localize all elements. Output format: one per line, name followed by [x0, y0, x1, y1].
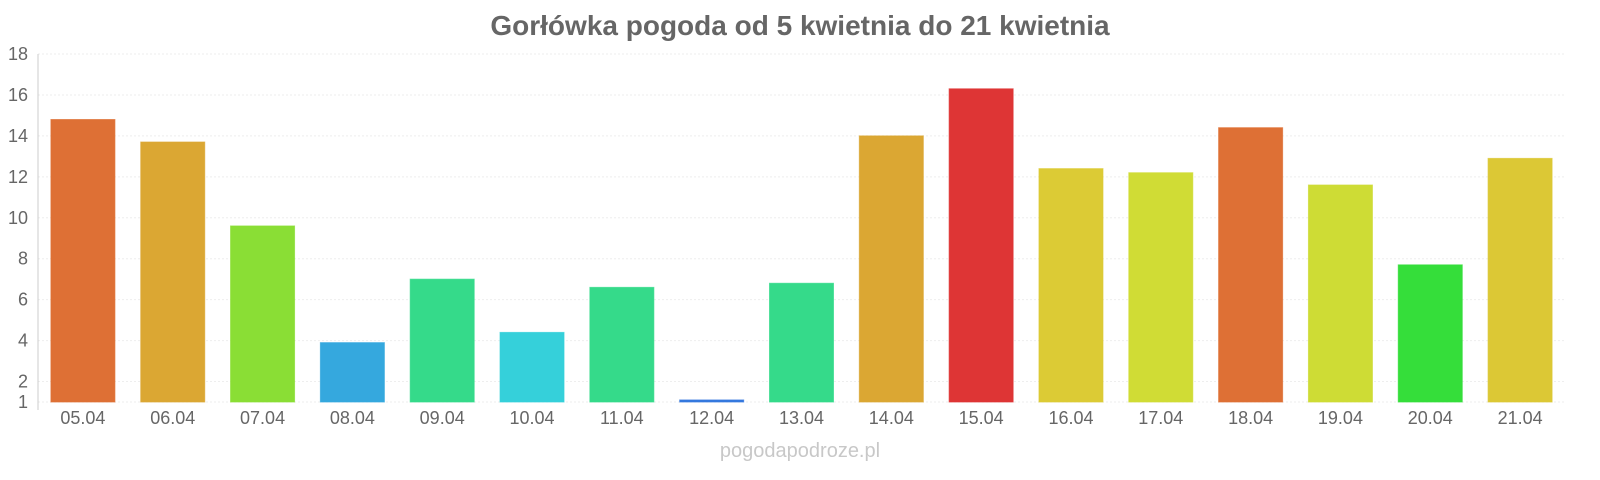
bar-17.04 [1128, 172, 1194, 403]
x-tick-label: 16.04 [1048, 408, 1093, 428]
x-tick-label: 09.04 [420, 408, 465, 428]
y-tick-label: 18 [8, 44, 28, 64]
bar-10.04 [499, 331, 565, 403]
y-tick-label: 2 [18, 372, 28, 392]
x-tick-label: 15.04 [959, 408, 1004, 428]
y-tick-label: 1 [18, 392, 28, 412]
bar-09.04 [409, 278, 475, 403]
x-tick-label: 08.04 [330, 408, 375, 428]
bar-05.04 [50, 119, 116, 403]
bar-18.04 [1218, 127, 1284, 403]
watermark: pogodapodroze.pl [719, 440, 881, 462]
bar-21.04 [1487, 157, 1553, 403]
x-tick-label: 19.04 [1318, 408, 1363, 428]
bar-11.04 [589, 286, 655, 403]
x-tick-label: 18.04 [1228, 408, 1273, 428]
bar-06.04 [140, 141, 206, 403]
x-tick-label: 20.04 [1408, 408, 1453, 428]
bar-13.04 [769, 282, 834, 403]
y-tick-label: 10 [8, 208, 28, 228]
y-tick-label: 8 [18, 249, 28, 269]
y-tick-label: 4 [18, 331, 28, 351]
y-tick-label: 14 [8, 126, 28, 146]
y-tick-label: 6 [18, 290, 28, 310]
bar-15.04 [948, 88, 1014, 403]
x-tick-label: 12.04 [689, 408, 734, 428]
x-tick-label: 21.04 [1498, 408, 1543, 428]
bar-14.04 [858, 135, 924, 403]
x-tick-label: 13.04 [779, 408, 824, 428]
x-tick-label: 07.04 [240, 408, 285, 428]
y-tick-label: 16 [8, 85, 28, 105]
bar-16.04 [1038, 168, 1104, 403]
bar-19.04 [1307, 184, 1373, 403]
x-tick-label: 11.04 [600, 408, 644, 428]
chart-title: Gorłówka pogoda od 5 kwietnia do 21 kwie… [490, 10, 1110, 41]
bar-08.04 [319, 342, 385, 403]
x-tick-label: 17.04 [1138, 408, 1183, 428]
x-tick-label: 06.04 [150, 408, 195, 428]
x-tick-label: 10.04 [510, 408, 555, 428]
bar-20.04 [1397, 264, 1463, 403]
bar-07.04 [230, 225, 296, 403]
bar-12.04 [679, 399, 745, 403]
x-tick-label: 14.04 [869, 408, 914, 428]
y-tick-label: 12 [8, 167, 28, 187]
x-tick-label: 05.04 [60, 408, 105, 428]
